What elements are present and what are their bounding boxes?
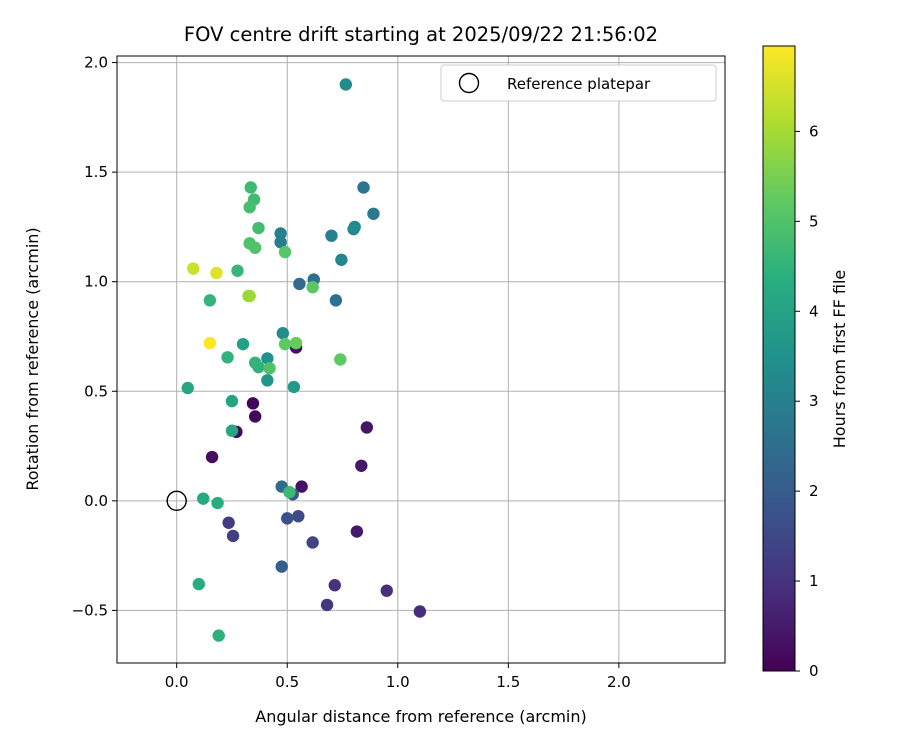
data-point (263, 362, 276, 375)
data-point (210, 266, 223, 280)
data-point (335, 253, 348, 266)
data-point (278, 245, 292, 259)
reference-marker-group (166, 490, 187, 512)
x-axis-ticks: 0.0 0.5 1.0 1.5 2.0 (165, 663, 631, 691)
y-tick-label: 1.5 (84, 163, 108, 181)
data-point (320, 598, 334, 612)
data-point (211, 496, 224, 510)
data-point (276, 327, 290, 340)
x-tick-label: 2.0 (607, 673, 631, 691)
data-point (248, 356, 262, 369)
colorbar-tick-label: 5 (809, 212, 819, 230)
data-point (192, 577, 206, 591)
legend: Reference platepar (440, 64, 717, 102)
x-tick-label: 1.0 (386, 673, 410, 691)
y-tick-label: −0.5 (72, 601, 108, 619)
data-point (212, 629, 225, 642)
plot-frame (116, 55, 726, 664)
data-point (261, 374, 274, 387)
legend-label-reference: Reference platepar (507, 75, 651, 93)
plot-background (117, 56, 725, 663)
x-tick-label: 0.5 (275, 673, 299, 691)
data-point (243, 201, 256, 214)
data-point (225, 394, 239, 408)
data-point (334, 353, 347, 366)
data-point (350, 525, 364, 538)
data-point (203, 336, 217, 350)
data-point (328, 579, 341, 592)
colorbar-tick-label: 1 (809, 572, 819, 590)
colorbar-tick-label: 4 (809, 302, 819, 320)
data-point (248, 241, 262, 254)
colorbar-tick-label: 6 (809, 122, 819, 140)
data-point (357, 181, 370, 194)
colorbar: 0 1 2 3 4 5 6 Hours from first FF file (762, 45, 849, 680)
data-point (348, 220, 361, 234)
data-point (226, 529, 240, 543)
data-point (287, 380, 301, 394)
data-point (221, 351, 234, 364)
colorbar-tick-label: 2 (809, 482, 819, 500)
x-tick-label: 0.0 (165, 673, 189, 691)
data-point (274, 236, 287, 249)
data-point (236, 337, 250, 351)
data-point (246, 397, 260, 410)
colorbar-ticks: 0 1 2 3 4 5 6 (795, 122, 819, 680)
data-point (367, 207, 380, 220)
reference-platepar-marker (166, 490, 187, 512)
colorbar-gradient (762, 45, 796, 672)
data-point (181, 381, 194, 395)
data-point (274, 227, 287, 240)
data-point (203, 294, 217, 307)
legend-marker-reference (458, 72, 480, 94)
data-point (339, 78, 353, 91)
data-point (252, 221, 265, 235)
data-point (243, 289, 256, 303)
colorbar-label: Hours from first FF file (830, 270, 849, 449)
x-axis-label: Angular distance from reference (arcmin) (255, 707, 586, 726)
colorbar-tick-label: 3 (809, 392, 819, 410)
y-axis-ticks: −0.5 0.0 0.5 1.0 1.5 2.0 (72, 54, 117, 619)
data-point (360, 421, 374, 434)
data-point (306, 536, 319, 549)
data-point (281, 512, 294, 525)
data-point (231, 264, 244, 277)
data-point (278, 337, 292, 351)
y-axis-label: Rotation from reference (arcmin) (23, 227, 42, 490)
data-point (329, 294, 343, 307)
data-point (275, 560, 288, 573)
data-points (181, 78, 427, 642)
data-point (355, 459, 368, 472)
data-point (197, 492, 210, 505)
y-tick-label: 0.5 (84, 382, 108, 400)
data-point (413, 605, 427, 618)
y-tick-label: 0.0 (84, 492, 108, 510)
chart-title: FOV centre drift starting at 2025/09/22 … (184, 23, 658, 46)
data-point (306, 280, 319, 294)
data-point (225, 424, 239, 437)
colorbar-tick-label: 0 (809, 662, 819, 680)
y-tick-label: 2.0 (84, 54, 108, 72)
data-point (325, 229, 338, 242)
y-tick-label: 1.0 (84, 273, 108, 291)
data-point (244, 181, 257, 194)
data-point (289, 336, 303, 350)
data-point (295, 480, 308, 493)
data-point (187, 262, 200, 275)
data-point (222, 516, 235, 529)
x-tick-label: 1.5 (496, 673, 520, 691)
data-point (292, 509, 305, 523)
data-point (261, 352, 274, 365)
data-point (205, 450, 219, 464)
legend-box (440, 64, 717, 102)
data-point (293, 277, 306, 291)
data-point (380, 584, 393, 597)
data-point (248, 410, 262, 423)
data-point (283, 485, 296, 499)
